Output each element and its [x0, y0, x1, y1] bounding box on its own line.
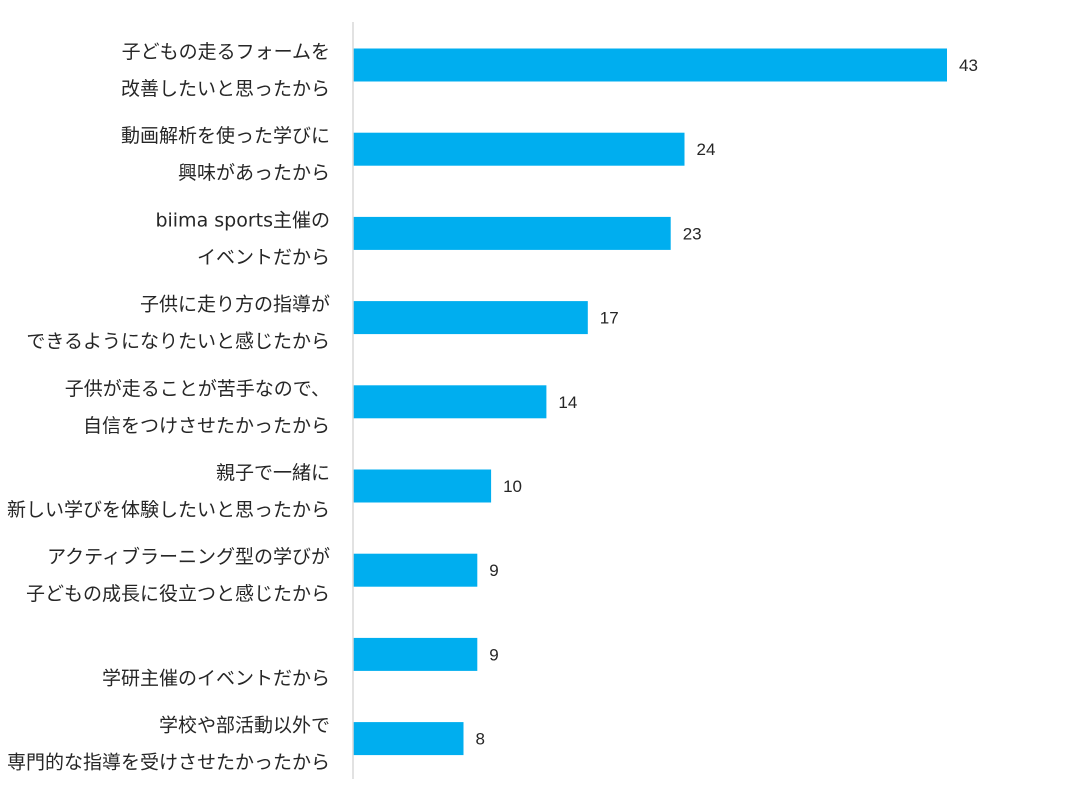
category-label-0-line-0: 子どもの走るフォームを	[122, 41, 330, 63]
category-label-5-line-0: 親子で一緒に	[216, 462, 330, 484]
value-label-0: 43	[959, 56, 978, 75]
category-label-7-line-1: 学研主催のイベントだから	[102, 667, 330, 689]
category-label-8-line-0: 学校や部活動以外で	[159, 715, 330, 737]
category-label-6-line-1: 子どもの成長に役立つと感じたから	[26, 583, 330, 605]
value-label-1: 24	[697, 140, 716, 159]
bar-0	[353, 48, 947, 82]
category-label-2-line-1: イベントだから	[197, 246, 330, 268]
bar-2	[353, 216, 671, 250]
category-label-3-line-1: できるようになりたいと感じたから	[26, 331, 330, 353]
bar-4	[353, 385, 547, 419]
category-label-1-line-0: 動画解析を使った学びに	[121, 125, 330, 147]
category-label-6-line-0: アクティブラーニング型の学びが	[47, 545, 330, 568]
value-label-4: 14	[558, 393, 577, 412]
value-label-5: 10	[503, 477, 522, 496]
value-label-7: 9	[489, 645, 498, 664]
bar-8	[353, 722, 464, 756]
value-label-2: 23	[683, 224, 702, 243]
category-label-3-line-0: 子供に走り方の指導が	[140, 294, 330, 316]
bar-3	[353, 301, 588, 335]
category-label-4-line-0: 子供が走ることが苦手なので、	[65, 378, 330, 400]
category-label-5-line-1: 新しい学びを体験したいと思ったから	[7, 499, 330, 521]
category-labels-group: 子どもの走るフォームを改善したいと思ったから動画解析を使った学びに興味があったか…	[7, 41, 330, 774]
value-label-6: 9	[489, 561, 498, 580]
category-label-4-line-1: 自信をつけさせたかったから	[83, 415, 330, 437]
bars-group	[353, 48, 947, 756]
value-label-8: 8	[476, 730, 485, 749]
bar-5	[353, 469, 492, 503]
bar-1	[353, 132, 685, 166]
value-labels-group: 43 24 23 17 14 10 9 9 8	[476, 56, 978, 749]
category-label-1-line-1: 興味があったから	[178, 162, 330, 184]
bar-7	[353, 637, 478, 671]
category-label-8-line-1: 専門的な指導を受けさせたかったから	[7, 752, 330, 774]
bar-6	[353, 553, 478, 587]
value-label-3: 17	[600, 309, 619, 328]
category-label-0-line-1: 改善したいと思ったから	[121, 78, 330, 100]
category-label-2-line-0: biima sports主催の	[155, 209, 330, 231]
